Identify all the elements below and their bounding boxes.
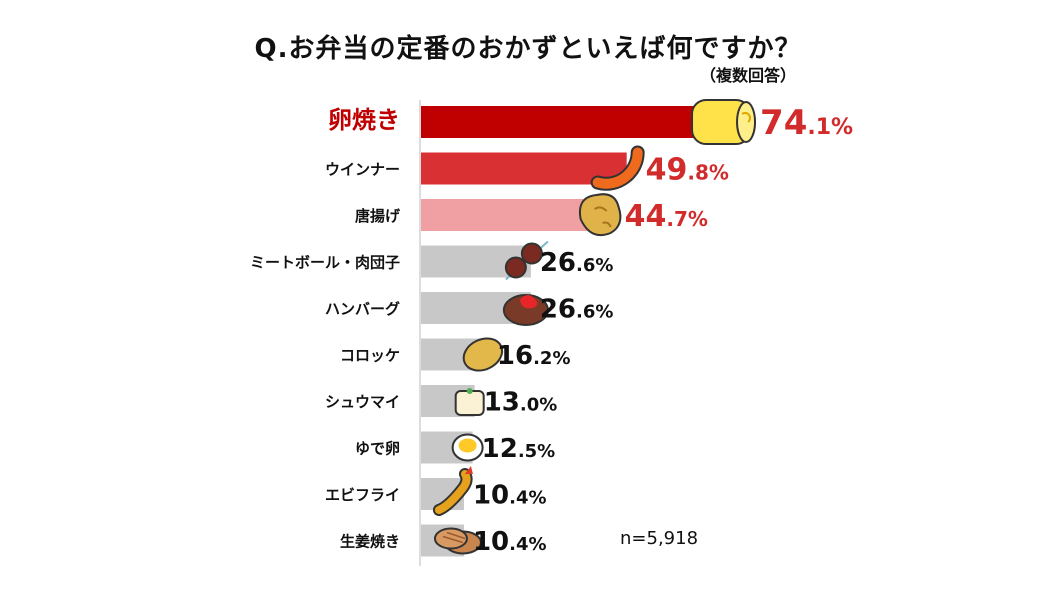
value-label: 10.4% [473, 527, 547, 557]
category-label: 卵焼き [328, 106, 400, 134]
category-label: ハンバーグ [325, 300, 400, 318]
value-label: 74.1% [760, 103, 853, 143]
category-label: 唐揚げ [355, 207, 401, 225]
shumai-icon [454, 388, 485, 416]
karaage-icon [578, 193, 622, 237]
fried-shrimp-icon [432, 466, 473, 516]
bar [421, 106, 728, 138]
category-label: ミートボール・肉団子 [250, 254, 400, 272]
hamburg-steak-icon [502, 294, 549, 326]
sample-size-note: n=5,918 [620, 528, 699, 549]
tamagoyaki-icon [691, 99, 757, 145]
value-label: 26.6% [540, 248, 614, 278]
ginger-pork-icon [433, 527, 482, 555]
value-label: 49.8% [646, 152, 729, 187]
category-label: ゆで卵 [355, 440, 400, 458]
value-label: 10.4% [473, 480, 547, 510]
value-label: 13.0% [484, 387, 558, 417]
croquette-icon [462, 337, 504, 372]
category-label: コロッケ [340, 347, 400, 365]
meatball-skewer-icon [504, 240, 549, 281]
category-label: 生姜焼き [340, 533, 400, 551]
chart-title: Q.お弁当の定番のおかずといえば何ですか？ [254, 34, 802, 64]
chart-subtitle: （複数回答） [700, 66, 797, 85]
category-label: エビフライ [325, 486, 400, 504]
category-label: ウインナー [325, 161, 400, 179]
value-label: 16.2% [497, 341, 571, 371]
category-label: シュウマイ [325, 393, 400, 411]
value-label: 26.6% [540, 294, 614, 324]
value-label: 12.5% [482, 434, 556, 464]
bar [421, 199, 606, 231]
boiled-egg-icon [451, 433, 484, 462]
sausage-icon [590, 145, 645, 191]
value-label: 44.7% [625, 199, 708, 234]
